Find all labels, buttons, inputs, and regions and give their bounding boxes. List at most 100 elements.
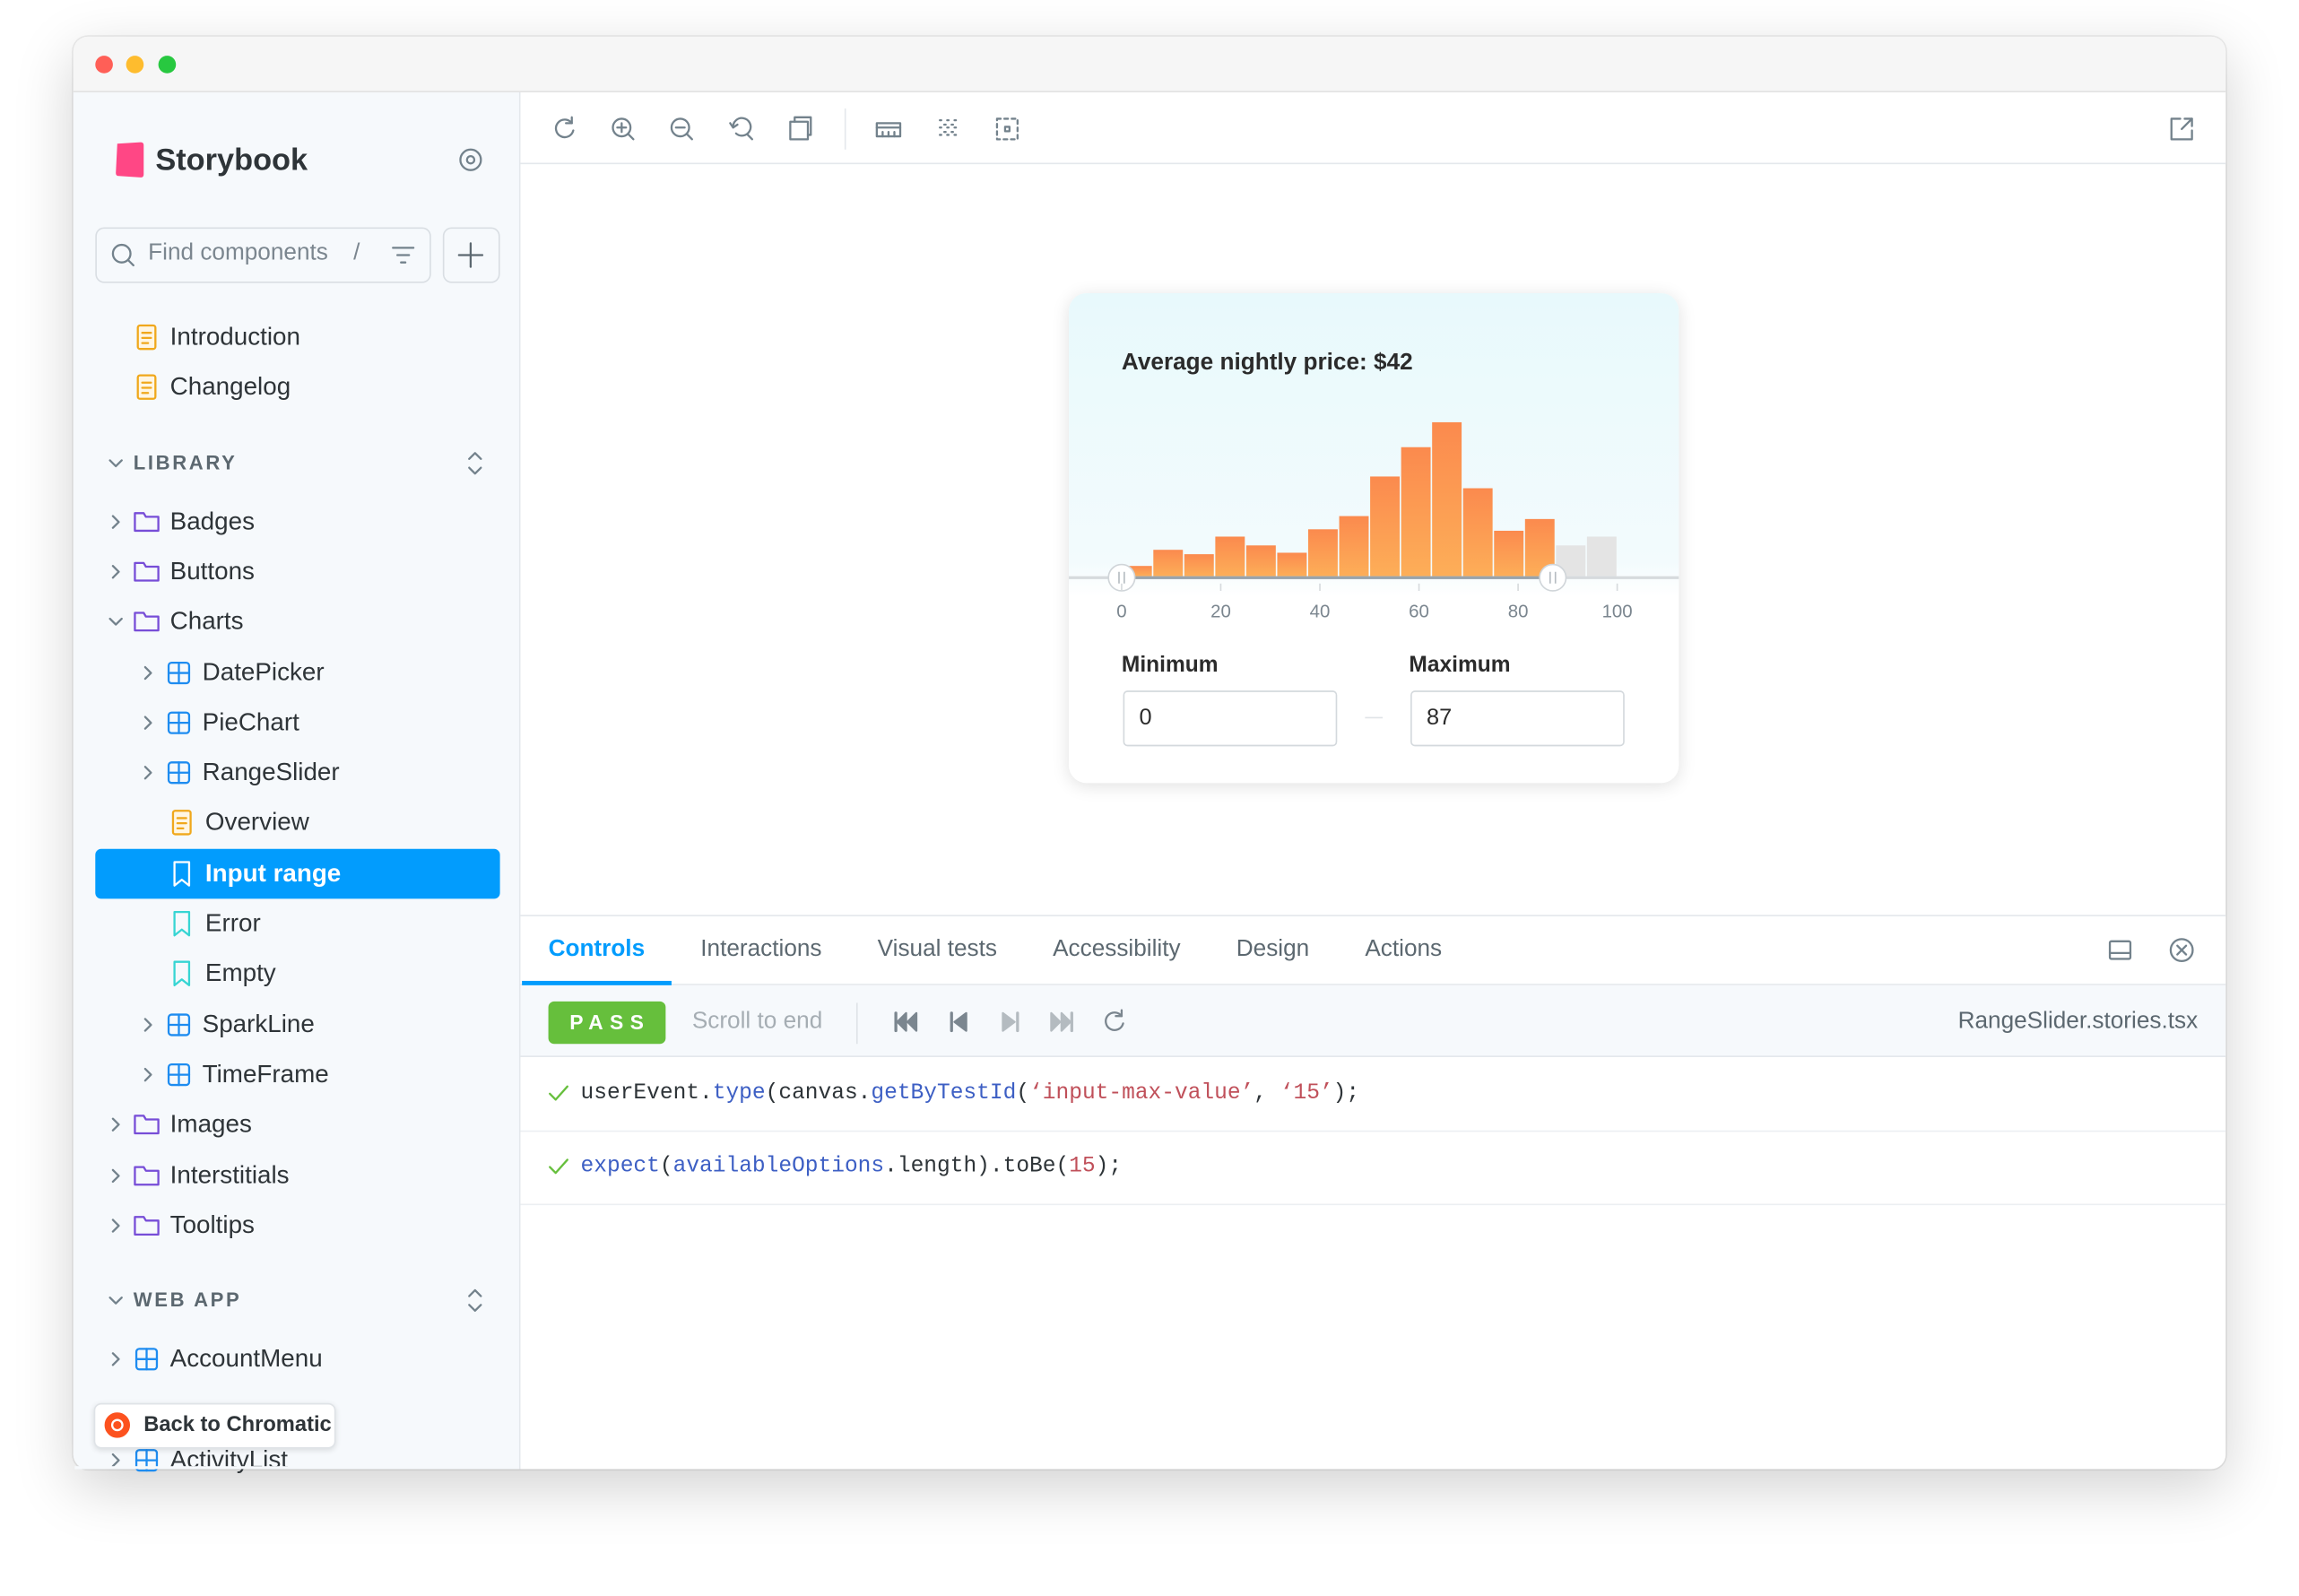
section-header[interactable]: LIBRARY [133,450,238,473]
reset-zoom-button[interactable] [727,115,757,144]
tree-item[interactable]: Tooltips [169,1210,255,1239]
handle-grip [1549,571,1557,584]
open-new-tab-button[interactable] [2167,115,2197,144]
expand-collapse[interactable] [460,448,490,478]
close-light[interactable] [95,56,113,74]
chevron-right[interactable] [134,1010,163,1039]
tree-item[interactable]: Changelog [169,372,291,401]
expand-collapse[interactable] [460,1286,490,1315]
code-token: 15 [1069,1153,1096,1179]
settings-button[interactable] [456,145,486,175]
panel-tab[interactable]: Controls [548,936,646,962]
panel-tab[interactable]: Visual tests [877,936,997,962]
step-code[interactable]: userEvent.type(canvas.getByTestId(‘input… [581,1082,1360,1105]
chevron-right-part [111,1167,120,1183]
go-back-button[interactable] [944,1007,974,1037]
folder-icon-part [134,1115,160,1135]
chevron-right[interactable] [101,1160,131,1190]
tree-item[interactable]: Input range [204,858,342,887]
tree-item[interactable]: Introduction [169,322,300,351]
tree-item[interactable]: Error [204,908,261,937]
tree-item[interactable]: TimeFrame [202,1060,329,1089]
search-box[interactable] [95,227,431,283]
back-button[interactable] [93,1402,336,1449]
pass-check-part [549,1158,568,1175]
grid-button[interactable] [934,115,964,144]
outline-button[interactable] [993,115,1022,144]
chevron-down-part [108,458,123,467]
chevron-right[interactable] [101,1210,131,1240]
section-header[interactable]: WEB APP [133,1288,242,1312]
chevron-right[interactable] [101,507,131,536]
chevron-right-part [143,1017,152,1032]
story-icon-part [173,910,191,937]
chevron-right[interactable] [101,557,131,586]
panel-tab[interactable]: Accessibility [1053,936,1181,962]
panel-tab[interactable]: Interactions [700,936,822,962]
go-to-start-button[interactable] [891,1007,921,1037]
histogram-bar [1308,529,1338,577]
tree-item[interactable]: Charts [169,607,244,636]
panel-tab[interactable]: Actions [1365,936,1443,962]
reload-button[interactable] [550,115,579,144]
expand-collapse-part [468,1288,482,1297]
zoom-out-button[interactable] [667,115,697,144]
filter-icon[interactable] [388,240,418,270]
number-input[interactable] [1410,690,1625,747]
x-tick-label: 40 [1310,601,1331,621]
selected-row[interactable] [95,848,500,898]
tree-item[interactable]: RangeSlider [202,758,340,786]
rerun-button[interactable] [1099,1007,1129,1037]
zoom-out-button-part [685,133,693,141]
close-panel-button-part [2176,944,2188,956]
tree-item[interactable]: Overview [204,808,309,837]
tree-item[interactable]: AccountMenu [169,1344,323,1373]
go-forward-button[interactable] [995,1007,1025,1037]
chevron-right[interactable] [134,657,163,687]
tree-item[interactable]: Buttons [169,557,255,585]
chevron-down[interactable] [101,607,131,637]
chevron-down[interactable] [101,448,131,478]
input-value[interactable]: 87 [1427,705,1453,731]
panel-toolbar [520,984,2226,1057]
panel-position-button[interactable] [2105,935,2135,965]
chevron-right[interactable] [101,1345,131,1375]
chevron-right[interactable] [101,1110,131,1140]
background-button[interactable] [785,115,815,144]
panel-tabs [520,915,2226,985]
histogram-bar [1494,530,1524,577]
input-value[interactable]: 0 [1139,705,1152,731]
close-panel-button[interactable] [2167,935,2197,965]
story-icon-part [173,961,191,987]
back-button-label[interactable]: Back to Chromatic [143,1413,332,1437]
tree-item[interactable]: Images [169,1110,252,1139]
tree-item[interactable]: Empty [204,958,276,987]
zoom-in-button-part [627,133,635,141]
chevron-right[interactable] [134,1060,163,1089]
step-divider [520,1203,2226,1206]
tree-item[interactable]: Interstitials [169,1160,290,1189]
chevron-right[interactable] [134,707,163,737]
chevron-down[interactable] [101,1286,131,1315]
panel-tab[interactable]: Design [1236,936,1310,962]
minimize-light[interactable] [126,56,144,74]
zoom-light[interactable] [158,56,177,74]
tree-item[interactable]: PieChart [202,707,299,736]
tree-item[interactable]: Badges [169,507,255,535]
number-input[interactable] [1123,690,1338,747]
zoom-in-button[interactable] [609,115,638,144]
code-token: expect [580,1153,660,1179]
tree-item[interactable]: SparkLine [202,1009,315,1038]
tree-item[interactable]: DatePicker [202,657,325,686]
sidebar [73,92,521,1470]
folder-icon [134,1215,160,1236]
chevron-right[interactable] [101,1445,131,1475]
scroll-to-end[interactable]: Scroll to end [691,1009,823,1034]
go-to-end-button[interactable] [1047,1007,1077,1037]
viewport-button[interactable] [874,115,904,144]
story-icon [173,860,191,887]
chevron-right[interactable] [134,759,163,788]
step-code[interactable]: expect(availableOptions.length).toBe(15)… [581,1156,1123,1178]
x-tick-label: 0 [1116,601,1126,621]
